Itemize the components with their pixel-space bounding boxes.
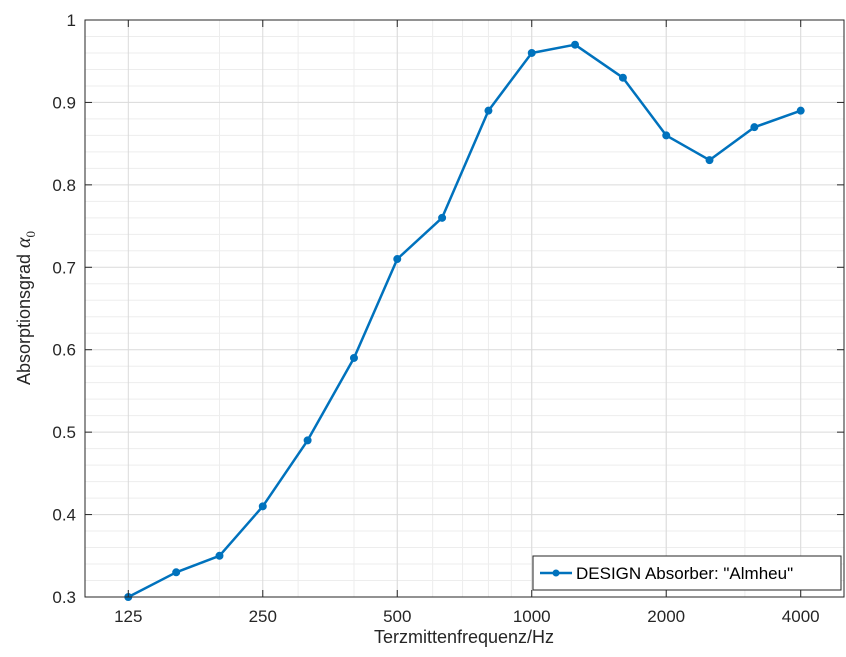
legend: DESIGN Absorber: "Almheu" bbox=[532, 555, 842, 591]
y-tick-label: 1 bbox=[67, 11, 76, 30]
data-point bbox=[484, 106, 493, 115]
x-tick-labels: 125 250 500 1000 2000 4000 bbox=[114, 607, 820, 626]
y-tick-label: 0.5 bbox=[52, 423, 76, 442]
y-tick-labels: 0.3 0.4 0.5 0.6 0.7 0.8 0.9 1 bbox=[52, 11, 76, 607]
plot-background bbox=[85, 20, 844, 597]
y-axis-label-subscript: 0 bbox=[23, 231, 38, 238]
y-tick-label: 0.8 bbox=[52, 176, 76, 195]
plot-frame bbox=[84, 19, 845, 598]
data-point bbox=[393, 255, 402, 264]
data-point bbox=[750, 123, 759, 132]
data-point bbox=[705, 156, 714, 165]
legend-box bbox=[532, 555, 842, 591]
data-point bbox=[303, 436, 312, 445]
x-tick-label: 500 bbox=[383, 607, 411, 626]
data-point bbox=[571, 40, 580, 49]
x-tick-label: 4000 bbox=[782, 607, 820, 626]
data-point bbox=[349, 353, 358, 362]
y-tick-label: 0.4 bbox=[52, 506, 76, 525]
legend-entry-label: DESIGN Absorber: "Almheu" bbox=[576, 564, 793, 583]
x-tick-label: 1000 bbox=[513, 607, 551, 626]
x-axis-label: Terzmittenfrequenz/Hz bbox=[374, 627, 554, 647]
data-point bbox=[438, 213, 447, 222]
x-tick-label: 125 bbox=[114, 607, 142, 626]
tick-marks bbox=[85, 19, 844, 598]
data-point bbox=[172, 568, 181, 577]
data-point bbox=[258, 502, 267, 511]
y-tick-label: 0.9 bbox=[52, 93, 76, 112]
y-tick-label: 0.6 bbox=[52, 341, 76, 360]
y-tick-label: 0.7 bbox=[52, 258, 76, 277]
series-line bbox=[127, 43, 802, 599]
x-tick-label: 250 bbox=[249, 607, 277, 626]
plot-area bbox=[84, 19, 845, 601]
y-tick-label: 0.3 bbox=[52, 588, 76, 607]
data-point bbox=[662, 131, 671, 140]
x-tick-label: 2000 bbox=[647, 607, 685, 626]
data-point bbox=[618, 73, 627, 82]
y-axis-label: Absorptionsgrad α0 bbox=[13, 231, 38, 385]
data-point bbox=[527, 48, 536, 57]
y-axis-label-text: Absorptionsgrad bbox=[14, 254, 34, 385]
legend-marker-swatch bbox=[552, 569, 560, 577]
data-point bbox=[796, 106, 805, 115]
data-point bbox=[215, 551, 224, 560]
y-axis-label-symbol: α bbox=[13, 237, 35, 248]
